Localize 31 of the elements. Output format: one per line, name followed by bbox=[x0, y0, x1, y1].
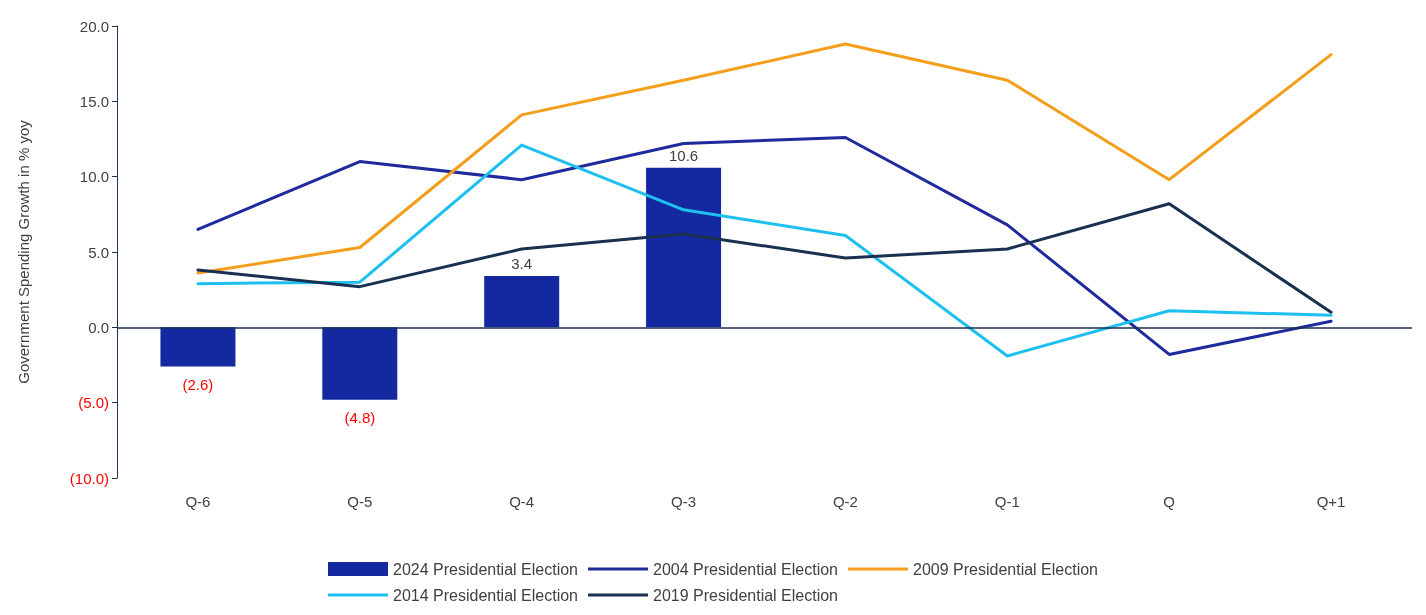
legend-label: 2024 Presidential Election bbox=[392, 560, 578, 578]
x-tick-label: Q-3 bbox=[671, 493, 697, 510]
data-label: (4.8) bbox=[344, 408, 376, 426]
bar bbox=[484, 276, 560, 328]
legend-label: 2004 Presidential Election bbox=[653, 560, 839, 578]
x-tick-label: Q-1 bbox=[994, 493, 1020, 510]
legend-label: 2014 Presidential Election bbox=[392, 586, 578, 604]
y-tick-label: (10.0) bbox=[69, 469, 109, 487]
y-tick-label: (5.0) bbox=[78, 394, 109, 412]
y-tick-label: 20.0 bbox=[79, 17, 109, 35]
y-axis-title: Government Spending Growth in % yoy bbox=[15, 119, 32, 384]
bar bbox=[322, 327, 398, 400]
data-label: (2.6) bbox=[182, 375, 214, 393]
y-tick-label: 15.0 bbox=[79, 92, 109, 110]
x-tick-label: Q-4 bbox=[509, 493, 535, 510]
legend-label: 2019 Presidential Election bbox=[653, 586, 839, 604]
data-label: 3.4 bbox=[511, 255, 533, 273]
x-tick-label: Q+1 bbox=[1316, 493, 1346, 510]
line-series bbox=[196, 42, 1333, 275]
data-label: 10.6 bbox=[668, 146, 699, 164]
x-tick-label: Q-5 bbox=[347, 493, 373, 510]
bar bbox=[646, 167, 722, 328]
line-series bbox=[196, 202, 1333, 314]
legend-label: 2009 Presidential Election bbox=[913, 560, 1099, 578]
x-tick-label: Q-2 bbox=[832, 493, 858, 510]
bar bbox=[160, 327, 236, 367]
x-tick-label: Q-6 bbox=[185, 493, 211, 510]
y-tick-label: 10.0 bbox=[79, 168, 109, 186]
y-tick-label: 0.0 bbox=[88, 318, 109, 336]
y-tick-label: 5.0 bbox=[88, 243, 109, 261]
x-tick-label: Q bbox=[1163, 493, 1176, 510]
